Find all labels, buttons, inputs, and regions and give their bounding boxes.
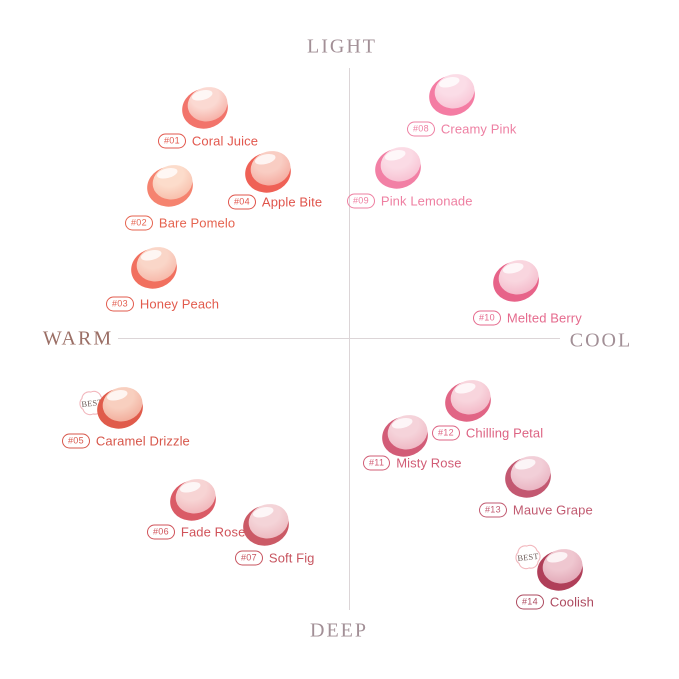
- shade-droplet: [533, 547, 587, 599]
- shade-name: Misty Rose: [396, 455, 462, 471]
- svg-text:BEST: BEST: [517, 552, 539, 563]
- shade-droplet-graphic: [382, 415, 428, 457]
- shade-name: Chilling Petal: [465, 425, 544, 441]
- shade-name: Honey Peach: [139, 296, 220, 312]
- shade-number-badge: #06: [147, 524, 175, 540]
- best-badge: BEST: [509, 540, 547, 579]
- shade-label: #02 Bare Pomelo: [125, 215, 236, 231]
- shade-name: Bare Pomelo: [158, 215, 236, 231]
- shade-name: Fade Rose: [180, 524, 246, 540]
- best-badge-graphic: BEST: [515, 544, 541, 570]
- shade-droplet-graphic: [429, 74, 475, 116]
- shade-number-badge: #02: [125, 215, 153, 231]
- shade-name: Mauve Grape: [512, 502, 593, 518]
- shade-label: #03 Honey Peach: [106, 296, 220, 312]
- shade-droplet-graphic: [147, 165, 193, 207]
- shade-droplet-graphic: [182, 87, 228, 129]
- shade-label: #12 Chilling Petal: [432, 425, 544, 441]
- axis-label-light: LIGHT: [307, 35, 377, 58]
- shade-number-badge: #11: [363, 455, 391, 471]
- axis-label-warm: WARM: [42, 327, 114, 350]
- shade-number-badge: #07: [235, 550, 263, 566]
- shade-number-badge: #03: [106, 296, 134, 312]
- shade-droplet-graphic: [445, 380, 491, 422]
- shade-number-badge: #09: [347, 193, 375, 209]
- shade-name: Creamy Pink: [440, 121, 517, 137]
- horizontal-axis-line: [118, 338, 560, 339]
- shade-name: Soft Fig: [268, 550, 315, 566]
- shade-droplet: [489, 258, 543, 310]
- shade-label: #10 Melted Berry: [473, 310, 582, 326]
- shade-droplet: [371, 145, 425, 197]
- shade-droplet: [178, 85, 232, 137]
- shade-droplet-graphic: [245, 151, 291, 193]
- shade-droplet: [441, 378, 495, 430]
- shade-droplet: [241, 149, 295, 201]
- shade-label: #05 Caramel Drizzle: [62, 433, 190, 449]
- shade-label: #01 Coral Juice: [158, 133, 259, 149]
- shade-number-badge: #12: [432, 425, 460, 441]
- shade-droplet: [239, 502, 293, 554]
- shade-name: Caramel Drizzle: [95, 433, 190, 449]
- shade-name: Melted Berry: [506, 310, 582, 326]
- shade-droplet-graphic: [493, 260, 539, 302]
- svg-text:BEST: BEST: [81, 398, 103, 409]
- shade-droplet-graphic: [131, 247, 177, 289]
- vertical-axis-line: [349, 68, 350, 610]
- shade-number-badge: #01: [158, 133, 186, 149]
- shade-name: Coral Juice: [191, 133, 259, 149]
- shade-name: Apple Bite: [261, 194, 323, 210]
- shade-droplet-graphic: [505, 456, 551, 498]
- shade-label: #14 Coolish: [516, 594, 594, 610]
- shade-label: #09 Pink Lemonade: [347, 193, 473, 209]
- shade-number-badge: #10: [473, 310, 501, 326]
- shade-droplet-graphic: [97, 387, 143, 429]
- axis-label-cool: COOL: [569, 329, 633, 352]
- shade-label: #04 Apple Bite: [228, 194, 323, 210]
- shade-droplet: [143, 163, 197, 215]
- shade-droplet: [166, 477, 220, 529]
- shade-label: #08 Creamy Pink: [407, 121, 517, 137]
- shade-number-badge: #13: [479, 502, 507, 518]
- axis-label-deep: DEEP: [310, 619, 368, 642]
- shade-name: Coolish: [549, 594, 594, 610]
- shade-label: #06 Fade Rose: [147, 524, 246, 540]
- shade-number-badge: #14: [516, 594, 544, 610]
- shade-droplet-graphic: [243, 504, 289, 546]
- shade-name: Pink Lemonade: [380, 193, 473, 209]
- shade-droplet: [93, 385, 147, 437]
- shade-droplet: [425, 72, 479, 124]
- shade-number-badge: #05: [62, 433, 90, 449]
- shade-number-badge: #08: [407, 121, 435, 137]
- shade-label: #11 Misty Rose: [363, 455, 462, 471]
- shade-label: #13 Mauve Grape: [479, 502, 593, 518]
- shade-droplet-graphic: [375, 147, 421, 189]
- shade-label: #07 Soft Fig: [235, 550, 315, 566]
- shade-number-badge: #04: [228, 194, 256, 210]
- shade-droplet-graphic: [170, 479, 216, 521]
- shade-droplet: [127, 245, 181, 297]
- shade-droplet: [501, 454, 555, 506]
- shade-droplet-graphic: [537, 549, 583, 591]
- shade-droplet: [378, 413, 432, 465]
